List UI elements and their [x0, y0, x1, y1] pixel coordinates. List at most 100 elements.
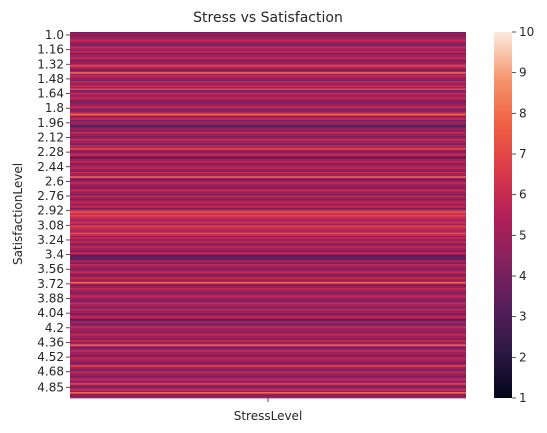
heatmap-cell	[70, 356, 466, 359]
heatmap-cell	[70, 124, 466, 127]
heatmap-cell	[70, 274, 466, 277]
heatmap-cell	[70, 296, 466, 299]
heatmap-cell	[70, 36, 466, 39]
y-tick-label: 3.4	[45, 248, 64, 262]
heatmap-cell	[70, 173, 466, 176]
heatmap-cell	[70, 219, 466, 222]
heatmap-cell	[70, 113, 466, 116]
heatmap-cell	[70, 109, 466, 112]
heatmap-cell	[70, 368, 466, 371]
colorbar-tick-label: 4	[519, 269, 527, 283]
heatmap-cell	[70, 191, 466, 194]
colorbar-tick-label: 2	[519, 350, 527, 364]
heatmap-cell	[70, 302, 466, 305]
heatmap-cell	[70, 121, 466, 124]
heatmap-cell	[70, 243, 466, 246]
y-tick-label: 4.68	[37, 365, 64, 379]
y-tick-label: 1.48	[37, 72, 64, 86]
heatmap-cell	[70, 128, 466, 131]
heatmap-cell	[70, 70, 466, 73]
heatmap-cell	[70, 393, 466, 396]
y-tick-label: 1.16	[37, 43, 64, 57]
heatmap-cell	[70, 220, 466, 223]
heatmap-cell	[70, 161, 466, 164]
heatmap-cell	[70, 258, 466, 260]
heatmap-cell	[70, 179, 466, 182]
heatmap-cell	[70, 323, 466, 326]
heatmap-cell	[70, 212, 466, 214]
heatmap-cell	[70, 94, 466, 97]
heatmap-cell	[70, 345, 466, 348]
heatmap-cell	[70, 46, 466, 49]
heatmap-cell	[70, 39, 466, 42]
y-tick-label: 1.32	[37, 57, 64, 71]
heatmap-cell	[70, 259, 466, 262]
heatmap-cell	[70, 308, 466, 311]
heatmap-cell	[70, 228, 466, 231]
heatmap-cell	[70, 354, 466, 357]
heatmap-cell	[70, 195, 466, 198]
heatmap-cell	[70, 98, 466, 101]
heatmap-cell	[70, 249, 466, 252]
heatmap-cell	[70, 353, 466, 356]
heatmap-cell	[70, 283, 466, 286]
heatmap-cell	[70, 61, 466, 64]
heatmap-cell	[70, 395, 466, 397]
heatmap-cell	[70, 73, 466, 76]
heatmap-cell	[70, 389, 466, 391]
heatmap-cell	[70, 396, 466, 399]
heatmap-cell	[70, 42, 466, 45]
heatmap-cell	[70, 54, 466, 57]
y-tick-label: 3.56	[37, 262, 64, 276]
heatmap-cell	[70, 40, 466, 43]
heatmap-cell	[70, 295, 466, 298]
heatmap-cell	[70, 37, 466, 40]
heatmap-cell	[70, 148, 466, 150]
heatmap-cell	[70, 237, 466, 240]
heatmap-cell	[70, 110, 466, 113]
heatmap-cell	[70, 158, 466, 161]
heatmap-cell	[70, 112, 466, 115]
heatmap-cell	[70, 87, 466, 89]
x-tick-label: StressLevel	[234, 409, 303, 423]
y-tick-label: 3.88	[37, 292, 64, 306]
heatmap-cell	[70, 313, 466, 316]
heatmap-cell	[70, 201, 466, 204]
heatmap-cell	[70, 357, 466, 360]
heatmap-cell	[70, 216, 466, 219]
heatmap-cell	[70, 305, 466, 308]
heatmap-cell	[70, 127, 466, 130]
heatmap-cell	[70, 392, 466, 394]
heatmap-cell	[70, 210, 466, 213]
heatmap-cell	[70, 265, 466, 268]
heatmap-cell	[70, 386, 466, 388]
heatmap-cell	[70, 247, 466, 250]
heatmap-cell	[70, 52, 466, 55]
heatmap-cell	[70, 200, 466, 202]
heatmap-cell	[70, 338, 466, 341]
y-tick-label: 2.6	[45, 174, 64, 188]
heatmap-cell	[70, 232, 466, 235]
heatmap-cell	[70, 78, 466, 80]
heatmap-cell	[70, 167, 466, 170]
heatmap-cell	[70, 100, 466, 103]
heatmap-cell	[70, 262, 466, 265]
heatmap-cell	[70, 75, 466, 77]
heatmap-cell	[70, 82, 466, 85]
heatmap-cell	[70, 186, 466, 189]
heatmap-cell	[70, 57, 466, 60]
heatmap-cell	[70, 133, 466, 136]
heatmap-cell	[70, 142, 466, 144]
heatmap-cell	[70, 276, 466, 278]
chart-title: Stress vs Satisfaction	[193, 10, 343, 26]
heatmap-cell	[70, 84, 466, 86]
heatmap-cell	[70, 344, 466, 347]
colorbar-tick-label: 10	[519, 25, 534, 39]
heatmap-cell	[70, 164, 466, 167]
heatmap-cell	[70, 304, 466, 307]
heatmap-cell	[70, 45, 466, 48]
heatmap-cell	[70, 33, 466, 36]
heatmap-cell	[70, 383, 466, 385]
heatmap-cell	[70, 185, 466, 188]
